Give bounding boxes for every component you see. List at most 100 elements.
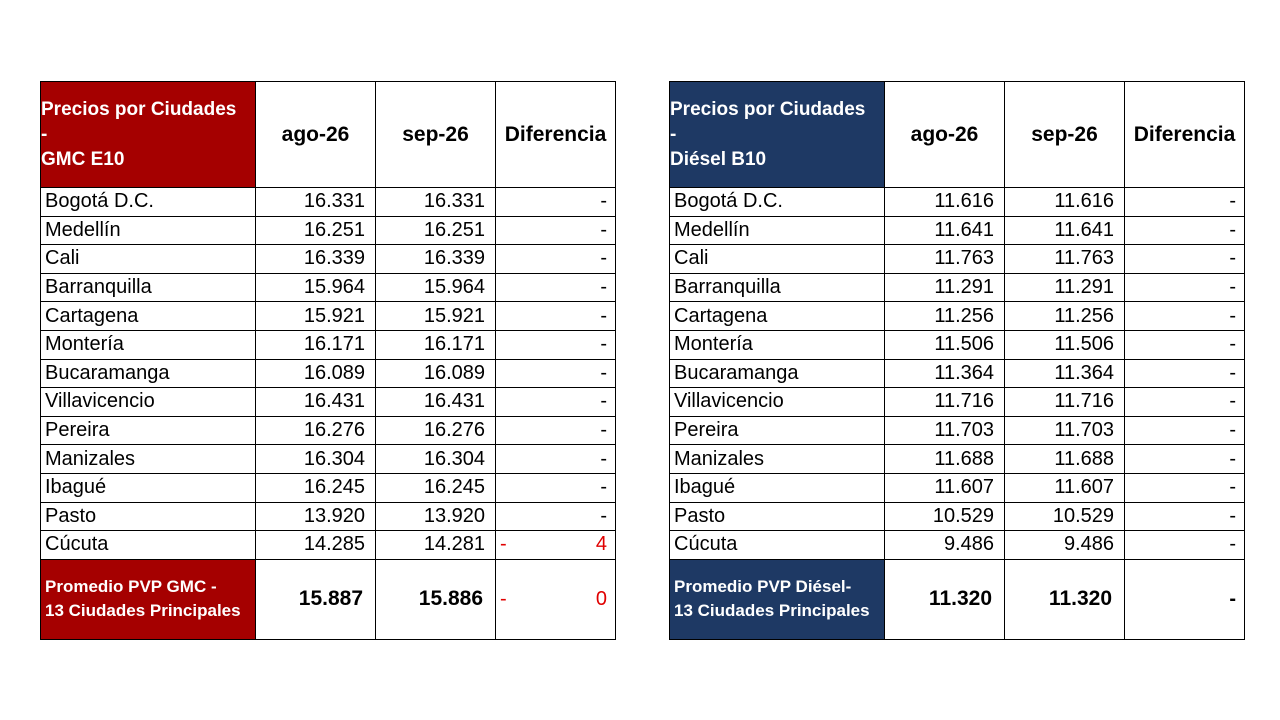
city-cell: Cali: [40, 244, 256, 274]
diff-cell: -: [495, 215, 616, 246]
sep-cell: 16.304: [375, 444, 496, 474]
table-row: Cúcuta 9.486 9.486-: [669, 530, 1245, 560]
gmc-average-label: Promedio PVP GMC - 13 Ciudades Principal…: [40, 558, 256, 640]
footer-line: 13 Ciudades Principales: [45, 601, 241, 621]
diff-cell: -: [1124, 444, 1245, 474]
sep-cell: 13.920: [375, 501, 496, 532]
diff-value: -: [600, 390, 607, 413]
city-cell: Bucaramanga: [669, 358, 885, 389]
ago-cell: 11.291: [884, 272, 1005, 303]
sep-cell: 11.641: [1004, 215, 1125, 246]
gmc-price-table: Precios por Ciudades - GMC E10 ago-26 se…: [40, 81, 616, 640]
sep-cell: 14.281: [375, 530, 496, 560]
diff-cell: -: [495, 472, 616, 503]
ago-cell: 9.486: [884, 530, 1005, 560]
city-cell: Montería: [40, 329, 256, 360]
city-cell: Montería: [669, 329, 885, 360]
diff-value: -: [1229, 476, 1236, 499]
diff-cell: -: [1124, 530, 1245, 560]
table-row: Pasto 10.529 10.529-: [669, 501, 1245, 532]
footer-line: Promedio PVP Diésel-: [674, 577, 852, 597]
ago-cell: 16.276: [255, 415, 376, 446]
sep-cell: 15.921: [375, 301, 496, 331]
diff-cell: -: [1124, 301, 1245, 331]
diff-cell: -: [1124, 215, 1245, 246]
table-row: Montería 11.506 11.506-: [669, 329, 1245, 360]
diff-cell: -: [1124, 415, 1245, 446]
ago-cell: 16.245: [255, 472, 376, 503]
sep-cell: 15.964: [375, 272, 496, 303]
sep-cell: 9.486: [1004, 530, 1125, 560]
diff-cell: -: [1124, 272, 1245, 303]
table-row: Bogotá D.C. 11.616 11.616-: [669, 187, 1245, 217]
diff-value: -: [1229, 304, 1236, 327]
diff-value: -: [1229, 533, 1236, 556]
gmc-average-sep: 15.886: [375, 558, 496, 640]
diff-cell: -: [1124, 387, 1245, 417]
sep-cell: 16.251: [375, 215, 496, 246]
sep-cell: 11.506: [1004, 329, 1125, 360]
column-header-diferencia: Diferencia: [1124, 81, 1245, 188]
diff-value: -: [1229, 218, 1236, 241]
sep-cell: 11.607: [1004, 472, 1125, 503]
sep-cell: 16.171: [375, 329, 496, 360]
city-cell: Pasto: [669, 501, 885, 532]
diff-cell: -: [1124, 329, 1245, 360]
ago-cell: 11.607: [884, 472, 1005, 503]
table-row: Villavicencio 16.431 16.431-: [40, 387, 616, 417]
diff-cell: -: [1124, 501, 1245, 532]
diff-cell: -: [1124, 358, 1245, 389]
diff-cell: -: [1124, 244, 1245, 274]
ago-cell: 15.964: [255, 272, 376, 303]
city-cell: Ibagué: [40, 472, 256, 503]
diff-value: -: [600, 247, 607, 270]
sep-cell: 10.529: [1004, 501, 1125, 532]
title-line: Precios por Ciudades: [670, 99, 866, 120]
city-cell: Ibagué: [669, 472, 885, 503]
sep-cell: 16.276: [375, 415, 496, 446]
table-row: Medellín 16.251 16.251-: [40, 215, 616, 246]
title-line: -: [670, 124, 677, 145]
diff-value: -: [600, 447, 607, 470]
diff-value: -: [1229, 390, 1236, 413]
sep-cell: 11.256: [1004, 301, 1125, 331]
ago-cell: 16.251: [255, 215, 376, 246]
table-footer-row: Promedio PVP Diésel- 13 Ciudades Princip…: [669, 558, 1245, 640]
diff-value: 4: [595, 533, 607, 556]
city-cell: Manizales: [40, 444, 256, 474]
sep-cell: 11.703: [1004, 415, 1125, 446]
city-cell: Villavicencio: [40, 387, 256, 417]
diff-value: -: [1229, 447, 1236, 470]
city-cell: Bogotá D.C.: [669, 187, 885, 217]
city-cell: Medellín: [669, 215, 885, 246]
title-line: Precios por Ciudades: [41, 99, 237, 120]
diff-cell: -: [495, 358, 616, 389]
ago-cell: 14.285: [255, 530, 376, 560]
sep-cell: 16.431: [375, 387, 496, 417]
ago-cell: 15.921: [255, 301, 376, 331]
sep-cell: 16.089: [375, 358, 496, 389]
diff-value: -: [600, 361, 607, 384]
diff-cell: -: [495, 329, 616, 360]
city-cell: Barranquilla: [40, 272, 256, 303]
footer-line: Promedio PVP GMC -: [45, 577, 217, 597]
ago-cell: 16.171: [255, 329, 376, 360]
table-row: Bogotá D.C. 16.331 16.331-: [40, 187, 616, 217]
diff-value: -: [600, 218, 607, 241]
ago-cell: 11.703: [884, 415, 1005, 446]
sep-cell: 11.616: [1004, 187, 1125, 217]
column-header-diferencia: Diferencia: [495, 81, 616, 188]
diff-value: -: [1229, 190, 1236, 213]
diff-value: -: [1229, 276, 1236, 299]
city-cell: Cartagena: [669, 301, 885, 331]
diff-sign: -: [500, 587, 507, 610]
table-row: Cartagena 15.921 15.921-: [40, 301, 616, 331]
diff-cell: -: [495, 415, 616, 446]
diff-sign: -: [500, 533, 507, 556]
column-header-ago: ago-26: [255, 81, 376, 188]
diff-value: -: [600, 476, 607, 499]
diesel-price-table: Precios por Ciudades - Diésel B10 ago-26…: [669, 81, 1245, 640]
table-row: Pereira 11.703 11.703-: [669, 415, 1245, 446]
diff-value: -: [600, 304, 607, 327]
table-row: Cali 16.339 16.339-: [40, 244, 616, 274]
